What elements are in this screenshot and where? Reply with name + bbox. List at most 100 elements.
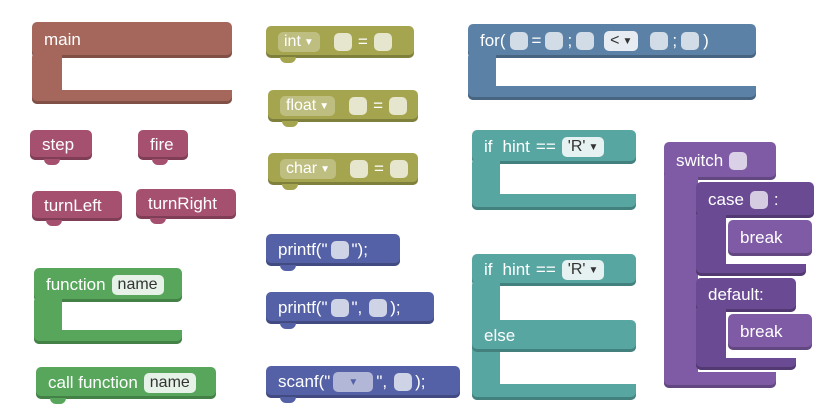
main-label: main	[44, 30, 81, 49]
float-chevron-down-icon: ▼	[319, 100, 330, 112]
for-step-slot[interactable]	[681, 32, 700, 50]
printf-args-suffix: );	[390, 298, 401, 317]
else-keyword: else	[484, 326, 516, 345]
if-inner-notch	[516, 164, 532, 170]
float-tab	[282, 121, 298, 127]
call-function-tab	[50, 398, 66, 404]
scanf-tab	[280, 397, 296, 403]
break-label-1: break	[740, 228, 783, 247]
scanf-middle: ",	[376, 372, 388, 391]
if-else-value-label: 'R'	[567, 261, 586, 278]
printf-block[interactable]: printf(" ");	[266, 234, 400, 266]
char-tab	[282, 184, 298, 190]
char-variable-slot[interactable]	[350, 160, 369, 178]
float-type-dropdown[interactable]: float ▼	[280, 96, 336, 116]
scanf-block[interactable]: scanf(" ▼ ", );	[266, 366, 460, 398]
float-value-slot[interactable]	[389, 97, 408, 115]
main-block-header: main	[32, 22, 232, 58]
int-type-dropdown[interactable]: int ▼	[278, 32, 320, 52]
turn-right-tab	[150, 218, 166, 224]
if-operator: ==	[535, 137, 556, 156]
for-operator-dropdown[interactable]: < ▼	[604, 31, 639, 51]
turn-left-label: turnLeft	[44, 196, 102, 215]
printf-args-prefix: printf("	[278, 298, 328, 317]
step-label: step	[42, 135, 75, 154]
for-init-var-slot[interactable]	[509, 32, 528, 50]
for-loop-header: for( = ; < ▼ ; )	[468, 24, 756, 58]
fire-block[interactable]: fire	[138, 130, 188, 160]
for-prefix: for(	[480, 31, 506, 50]
int-chevron-down-icon: ▼	[303, 36, 314, 48]
turn-right-block[interactable]: turnRight	[136, 189, 236, 219]
scanf-format-dropdown[interactable]: ▼	[333, 372, 374, 392]
float-variable-slot[interactable]	[349, 97, 368, 115]
function-name-field[interactable]: name	[111, 275, 164, 295]
for-cond-value-slot[interactable]	[650, 32, 669, 50]
main-block[interactable]: main	[32, 22, 232, 104]
for-loop-foot	[468, 86, 756, 100]
char-value-slot[interactable]	[389, 160, 408, 178]
function-inner-notch	[78, 302, 94, 308]
printf-text-slot[interactable]	[330, 241, 349, 259]
printf-tab	[280, 265, 296, 271]
if-else-variable: hint	[502, 260, 530, 279]
call-function-label: call function	[48, 373, 138, 392]
if-else-chevron-down-icon: ▼	[588, 264, 599, 276]
for-init-value-slot[interactable]	[545, 32, 564, 50]
if-foot	[472, 194, 636, 210]
if-variable: hint	[502, 137, 530, 156]
if-value-dropdown[interactable]: 'R' ▼	[561, 137, 605, 157]
switch-block[interactable]: switch case : break default: break	[664, 142, 816, 388]
printf-args-middle: ",	[351, 298, 363, 317]
for-cond-var-slot[interactable]	[576, 32, 595, 50]
case-value-slot[interactable]	[749, 191, 768, 209]
float-declaration-block[interactable]: float ▼ =	[268, 90, 418, 122]
int-tab	[280, 57, 296, 63]
break-block-1[interactable]: break	[728, 220, 812, 256]
int-value-slot[interactable]	[373, 33, 392, 51]
int-declaration-block[interactable]: int ▼ =	[266, 26, 414, 58]
main-inner-notch	[80, 58, 96, 64]
printf-args-tab	[280, 323, 296, 329]
for-chevron-down-icon: ▼	[622, 35, 633, 47]
if-else-block[interactable]: if hint == 'R' ▼ else	[472, 254, 636, 400]
function-label: function	[46, 275, 106, 294]
int-variable-slot[interactable]	[333, 33, 352, 51]
scanf-variable-slot[interactable]	[394, 373, 413, 391]
step-tab	[44, 159, 60, 165]
switch-expression-slot[interactable]	[729, 152, 748, 170]
scanf-prefix: scanf("	[278, 372, 331, 391]
if-else-keyword: if	[484, 260, 493, 279]
case-keyword: case	[708, 190, 744, 209]
call-function-name-field[interactable]: name	[143, 373, 196, 393]
for-loop-block[interactable]: for( = ; < ▼ ; )	[468, 24, 756, 100]
if-else-value-dropdown[interactable]: 'R' ▼	[561, 260, 605, 280]
printf-args-format-slot[interactable]	[330, 299, 349, 317]
turn-left-block[interactable]: turnLeft	[32, 191, 122, 221]
break-block-2[interactable]: break	[728, 314, 812, 350]
printf-args-block[interactable]: printf(" ", );	[266, 292, 434, 324]
turn-left-tab	[46, 220, 62, 226]
step-block[interactable]: step	[30, 130, 92, 160]
float-type-label: float	[286, 97, 317, 114]
switch-spine	[664, 172, 698, 388]
call-function-block[interactable]: call function name	[36, 367, 216, 399]
main-block-foot	[32, 90, 232, 104]
case-header: case :	[696, 182, 814, 218]
case-colon: :	[773, 190, 779, 209]
if-keyword: if	[484, 137, 493, 156]
function-block[interactable]: function name	[34, 268, 182, 344]
char-type-dropdown[interactable]: char ▼	[280, 159, 337, 179]
turn-right-label: turnRight	[148, 194, 217, 213]
printf-args-value-slot[interactable]	[369, 299, 388, 317]
fire-tab	[152, 159, 168, 165]
for-semi-1: ;	[567, 31, 573, 50]
float-equals-label: =	[373, 96, 384, 115]
char-declaration-block[interactable]: char ▼ =	[268, 153, 418, 185]
printf-suffix: ");	[351, 240, 368, 259]
int-equals-label: =	[357, 32, 368, 51]
if-value-label: 'R'	[567, 138, 586, 155]
if-else-inner-notch-1	[516, 286, 532, 292]
char-equals-label: =	[374, 159, 384, 178]
if-block[interactable]: if hint == 'R' ▼	[472, 130, 636, 210]
